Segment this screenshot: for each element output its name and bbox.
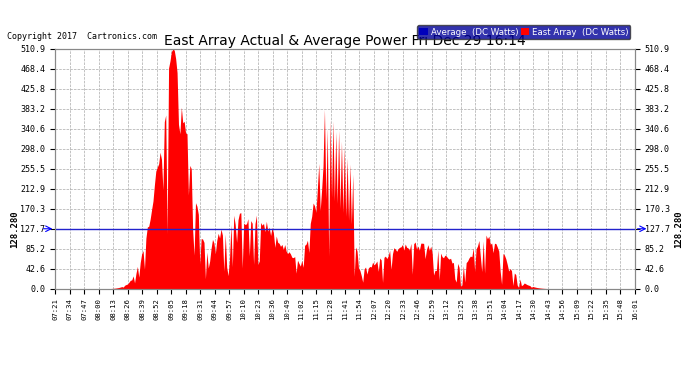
Legend: Average  (DC Watts), East Array  (DC Watts): Average (DC Watts), East Array (DC Watts… — [417, 26, 631, 39]
Title: East Array Actual & Average Power Fri Dec 29 16:14: East Array Actual & Average Power Fri De… — [164, 34, 526, 48]
Text: 128.280: 128.280 — [673, 210, 683, 248]
Text: Copyright 2017  Cartronics.com: Copyright 2017 Cartronics.com — [7, 32, 157, 41]
Text: 128.280: 128.280 — [10, 210, 19, 248]
